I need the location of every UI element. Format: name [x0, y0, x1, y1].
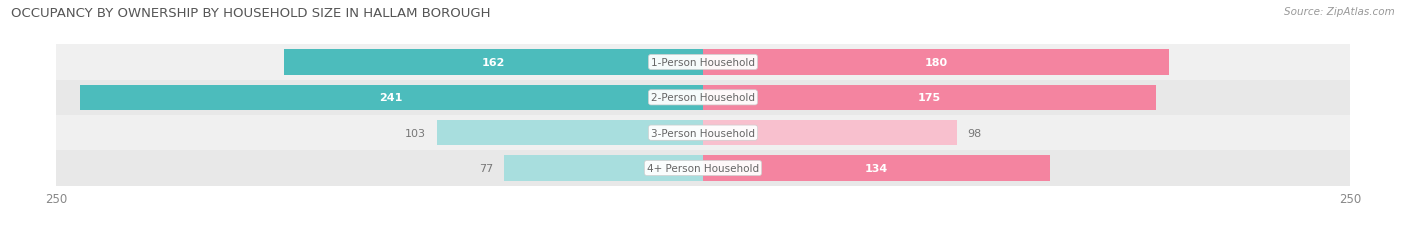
- Text: 77: 77: [479, 163, 494, 173]
- Bar: [703, 156, 1050, 181]
- Text: 241: 241: [380, 93, 404, 103]
- Text: 1-Person Household: 1-Person Household: [651, 58, 755, 68]
- Text: 103: 103: [405, 128, 426, 138]
- Bar: [703, 85, 1156, 111]
- Bar: [503, 156, 703, 181]
- Text: 162: 162: [482, 58, 505, 68]
- Text: OCCUPANCY BY OWNERSHIP BY HOUSEHOLD SIZE IN HALLAM BOROUGH: OCCUPANCY BY OWNERSHIP BY HOUSEHOLD SIZE…: [11, 7, 491, 20]
- Bar: [80, 85, 703, 111]
- Bar: [56, 45, 1350, 80]
- Bar: [56, 151, 1350, 186]
- Text: 98: 98: [967, 128, 981, 138]
- Bar: [703, 120, 956, 146]
- Text: 180: 180: [924, 58, 948, 68]
- Bar: [436, 120, 703, 146]
- Bar: [56, 80, 1350, 116]
- Bar: [56, 116, 1350, 151]
- Text: 2-Person Household: 2-Person Household: [651, 93, 755, 103]
- Bar: [703, 50, 1168, 75]
- Text: 3-Person Household: 3-Person Household: [651, 128, 755, 138]
- Bar: [284, 50, 703, 75]
- Text: 4+ Person Household: 4+ Person Household: [647, 163, 759, 173]
- Text: 134: 134: [865, 163, 889, 173]
- Text: 175: 175: [918, 93, 941, 103]
- Text: Source: ZipAtlas.com: Source: ZipAtlas.com: [1284, 7, 1395, 17]
